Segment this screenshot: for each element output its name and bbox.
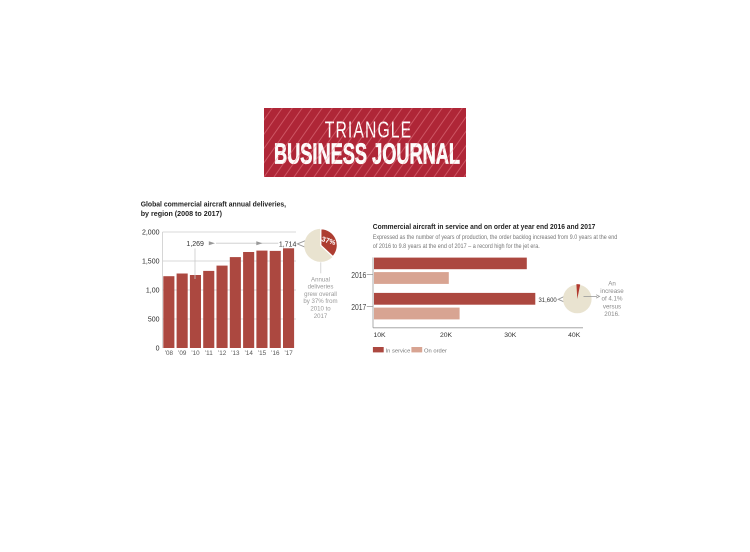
svg-text:grew overall: grew overall [304,291,337,298]
svg-text:500: 500 [148,317,160,324]
svg-text:31,600: 31,600 [539,297,557,304]
svg-text:30K: 30K [504,332,517,339]
svg-text:versus: versus [603,303,621,310]
svg-text:20K: 20K [440,332,453,339]
svg-text:2017: 2017 [314,313,328,320]
svg-text:’10: ’10 [191,350,200,357]
svg-text:Annual: Annual [311,276,330,283]
svg-text:’17: ’17 [284,350,293,357]
svg-text:’16: ’16 [271,350,280,357]
svg-text:In service: In service [386,348,411,354]
svg-text:2,000: 2,000 [142,230,160,237]
svg-text:2016.: 2016. [604,311,620,318]
svg-text:by region (2008 to 2017): by region (2008 to 2017) [141,209,223,218]
svg-text:1,500: 1,500 [142,259,160,266]
svg-text:’11: ’11 [205,350,213,357]
svg-text:’15: ’15 [258,350,267,357]
svg-text:37%: 37% [320,234,337,247]
svg-text:’14: ’14 [244,350,253,357]
svg-text:’08: ’08 [165,350,174,357]
svg-text:Global commercial aircraft ann: Global commercial aircraft annual delive… [141,199,286,208]
svg-text:’09: ’09 [178,350,187,357]
svg-text:10K: 10K [374,332,387,339]
svg-text:1,714: 1,714 [279,241,297,248]
svg-text:An: An [608,280,616,287]
svg-text:TRIANGLE: TRIANGLE [325,117,413,143]
svg-text:2017: 2017 [351,303,366,312]
svg-text:40K: 40K [568,332,581,339]
svg-text:’13: ’13 [231,350,240,357]
svg-text:Commercial aircraft in service: Commercial aircraft in service and on or… [373,222,596,231]
svg-text:by 37% from: by 37% from [303,298,337,305]
svg-text:deliveries: deliveries [308,284,334,291]
svg-text:On order: On order [424,348,447,354]
svg-text:2010 to: 2010 to [310,306,331,313]
svg-text:0: 0 [156,346,160,353]
svg-text:2016: 2016 [351,271,366,280]
svg-text:’12: ’12 [218,350,227,357]
svg-text:increase: increase [600,288,624,295]
svg-text:Expressed as the number of yea: Expressed as the number of years of prod… [373,234,618,241]
svg-text:of 2016 to 9.8 years at the en: of 2016 to 9.8 years at the end of 2017 … [373,243,540,250]
svg-text:of 4.1%: of 4.1% [602,296,623,303]
svg-text:1,00: 1,00 [146,288,160,295]
svg-text:BUSINESS JOURNAL: BUSINESS JOURNAL [274,139,460,171]
svg-text:1,269: 1,269 [186,241,204,248]
